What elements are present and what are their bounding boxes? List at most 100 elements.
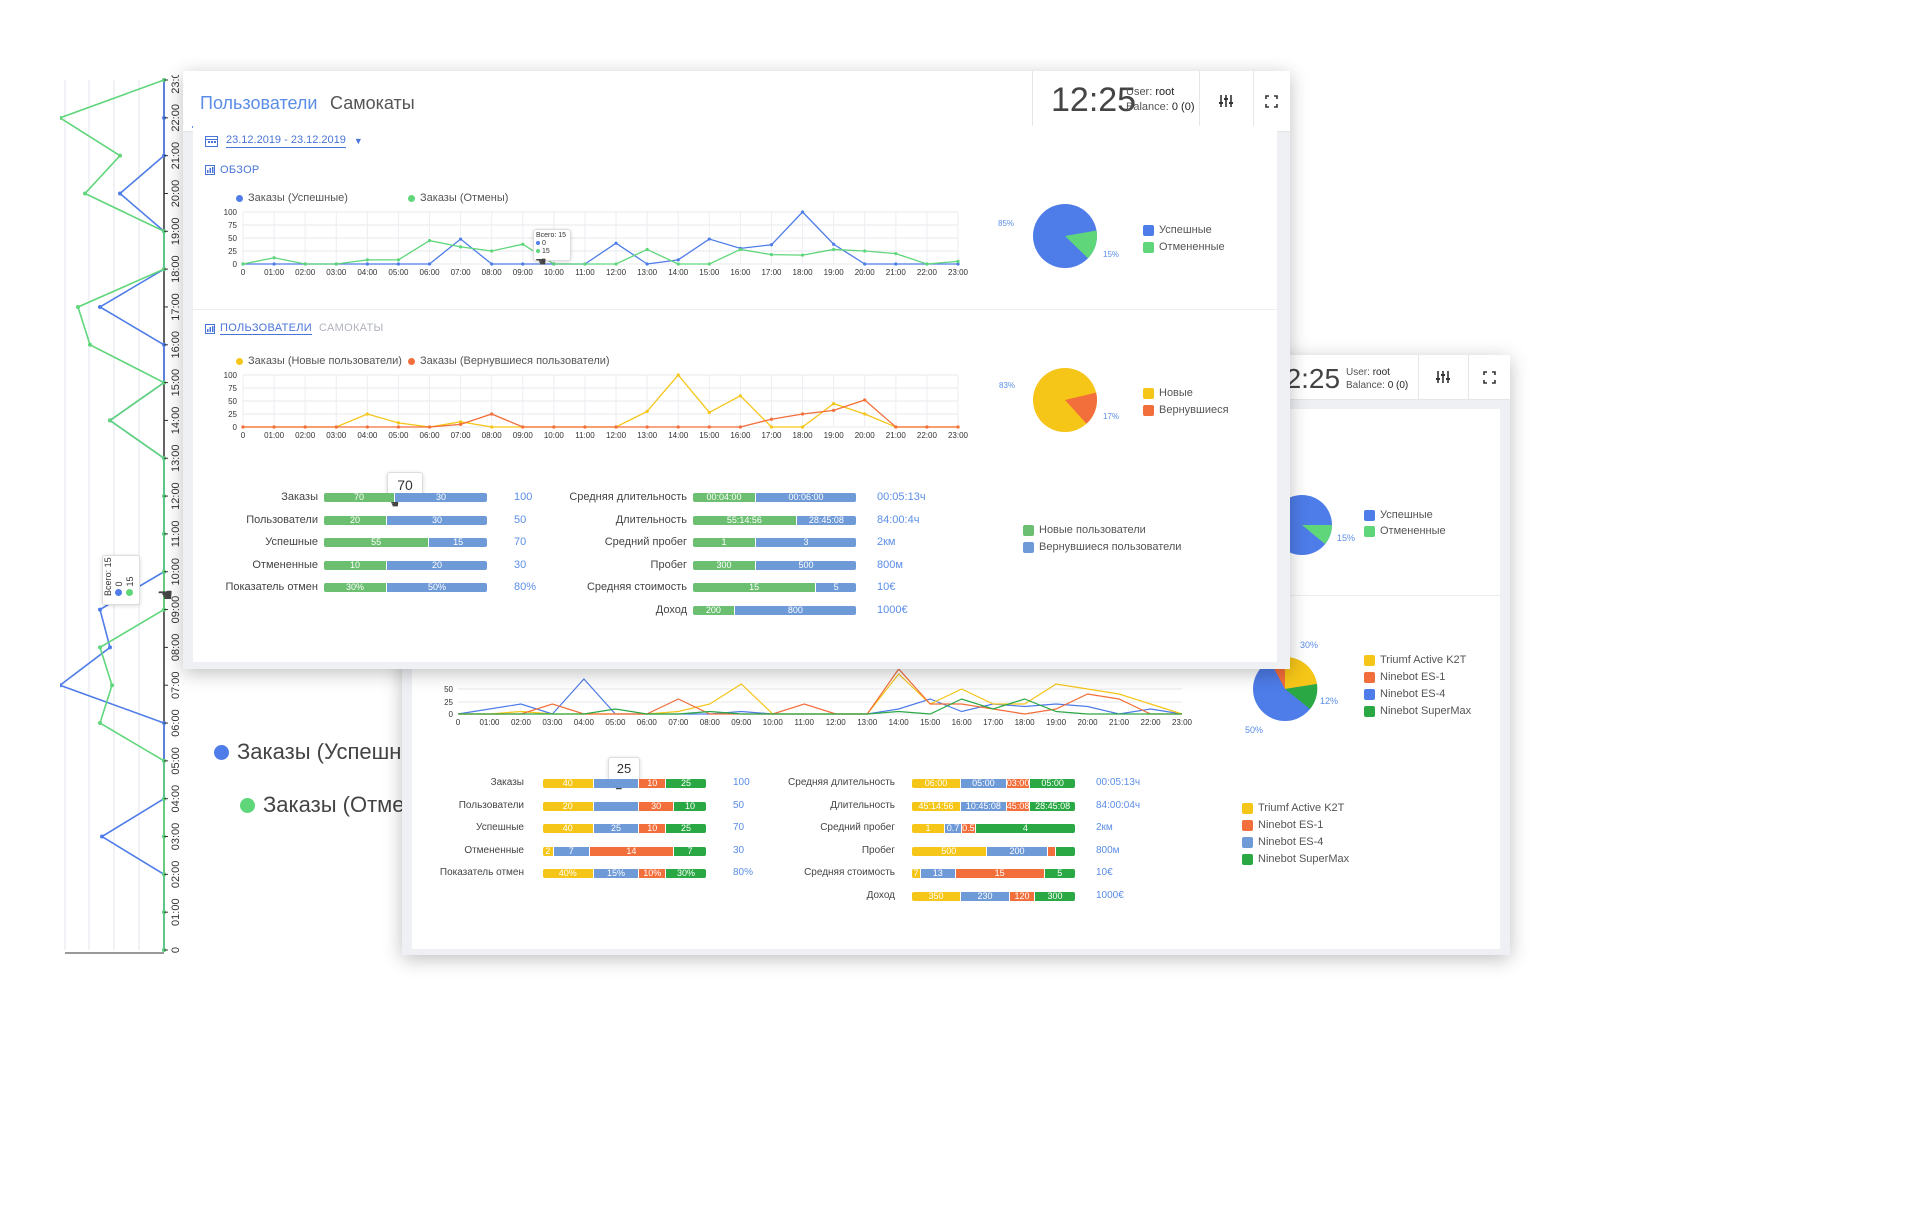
data-point [894, 252, 898, 256]
stat-bar[interactable]: 350 230 120 300 [912, 891, 1075, 901]
back-filter-icon[interactable] [1418, 355, 1468, 399]
data-point [863, 262, 867, 266]
pie-new-returned [1033, 368, 1097, 432]
x-tick-label: 01:00 [264, 268, 285, 277]
stat-bar[interactable]: 20 30 [324, 515, 487, 525]
stat-label: Средний пробег [820, 822, 895, 833]
stat-total: 84:00:4ч [877, 513, 920, 526]
stat-bar[interactable]: 40 10 25 [543, 779, 706, 788]
tab-users[interactable]: Пользователи [191, 93, 327, 128]
x-tick-label: 18:00 [1015, 718, 1036, 727]
bar-segment: 28:45:08 [1029, 801, 1075, 811]
stats-legend-returned: Вернувшиеся пользователи [1023, 541, 1181, 553]
bar-segment: 25 [592, 824, 639, 833]
x-tick-label: 0 [456, 718, 461, 727]
series-line [243, 211, 958, 265]
data-point [769, 243, 774, 247]
subtab-scooters[interactable]: САМОКАТЫ [319, 322, 384, 334]
tooltip-total: Всего: 15 [536, 232, 567, 239]
bar-segment: 15 [693, 583, 816, 592]
y-tick-label: 25 [444, 698, 453, 707]
stat-bar[interactable]: 55 15 [324, 538, 487, 547]
zoomed-chart-area: 23:00 22:00 21:00 20:00 19:00 18:00 17:00 16:00… [60, 75, 250, 955]
x-tick-label: 14:00 [889, 718, 910, 727]
data-point [552, 262, 556, 266]
stat-bar[interactable]: 40% 15% 10% 30% [543, 869, 706, 878]
x-tick-label: 23:00 [1172, 718, 1193, 727]
bar-segment: 15 [428, 538, 487, 547]
bar-segment: 20 [324, 515, 386, 525]
series-line [458, 668, 1182, 715]
data-point [118, 153, 122, 158]
bar-segment: 3 [754, 538, 856, 547]
data-point [396, 421, 401, 425]
stat-bar[interactable]: 00:04:00 00:06:00 [693, 493, 856, 502]
stat-bar[interactable]: 500 200 [912, 846, 1075, 856]
bar-segment: 5 [1043, 869, 1075, 878]
data-point [521, 242, 525, 246]
back-pie1-pct: 15% [1337, 533, 1356, 543]
stat-bar[interactable]: 30% 50% [324, 583, 487, 592]
stat-bar[interactable]: 45:14:56 10:45:08 45:08 28:45:08 [912, 801, 1075, 811]
data-point [925, 425, 929, 429]
back-fullscreen-icon[interactable] [1468, 355, 1510, 399]
bar-segment: 0.7 [944, 824, 961, 833]
filter-settings-icon[interactable] [1199, 71, 1253, 131]
data-point [396, 425, 401, 429]
stat-bar[interactable]: 300 500 [693, 560, 856, 570]
bar-segment [592, 779, 639, 788]
y-tick-label: 75 [228, 221, 237, 230]
subtab-users[interactable]: ПОЛЬЗОВАТЕЛИ [205, 322, 312, 335]
data-point [303, 262, 307, 266]
stat-label: Пользователи [246, 513, 318, 526]
stat-bar[interactable]: 15 5 [693, 583, 856, 592]
rotated-tick-label: 21:00 [170, 142, 182, 170]
x-tick-label: 23:00 [948, 268, 969, 277]
data-point [365, 425, 369, 429]
bar-segment: 30 [385, 515, 487, 525]
fullscreen-icon[interactable] [1253, 71, 1290, 131]
stat-bar[interactable]: 1 0.7 0.5 4 [912, 824, 1075, 833]
stat-bar[interactable]: 06:00 05:00 03:00 05:00 [912, 779, 1075, 788]
pie1-legend-success: Успешные [1143, 224, 1212, 236]
rotated-tick-label: 14:00 [170, 407, 182, 435]
stat-total: 30 [733, 844, 745, 856]
stat-total: 2км [877, 536, 896, 548]
rotated-tick-label: 17:00 [170, 293, 182, 321]
bar-segment: 40 [543, 824, 593, 833]
rotated-tick-label: 03:00 [170, 823, 182, 851]
back-pie1-legend-1: Отмененные [1364, 525, 1446, 537]
data-point [769, 425, 774, 429]
stat-bar[interactable]: 70 30 [324, 493, 487, 502]
date-range-picker[interactable]: 23.12.2019 - 23.12.2019 ▼ [205, 134, 363, 148]
stat-bar[interactable]: 55:14:56 28:45:08 [693, 515, 856, 525]
stat-total: 00:05:13ч [877, 491, 926, 503]
data-point [427, 425, 432, 429]
back-stats-legend-item: Ninebot ES-4 [1242, 836, 1323, 848]
data-point [583, 262, 587, 266]
pie2-legend-new: Новые [1143, 387, 1193, 399]
chart-icon [205, 323, 215, 334]
stat-bar[interactable]: 200 800 [693, 605, 856, 615]
stat-label: Средняя стоимость [804, 867, 895, 878]
tooltip-total: Всего: 15 [103, 557, 113, 596]
rotated-tick-label: 01:00 [170, 898, 182, 926]
tab-scooters[interactable]: Самокаты [330, 93, 415, 113]
stat-bar[interactable]: 7 13 15 5 [912, 869, 1075, 878]
bar-segment: 13 [920, 869, 955, 878]
stat-total: 50 [733, 799, 745, 811]
stat-bar[interactable]: 2 7 14 7 [543, 846, 706, 856]
x-tick-label: 15:00 [920, 718, 941, 727]
data-point [769, 417, 774, 421]
pie-slice [1065, 230, 1097, 259]
stat-bar[interactable]: 40 25 10 25 [543, 824, 706, 833]
stat-bar[interactable]: 10 20 [324, 560, 487, 570]
data-point [800, 210, 805, 214]
x-tick-label: 19:00 [824, 268, 845, 277]
x-tick-label: 21:00 [886, 431, 907, 440]
stat-bar[interactable]: 20 30 10 [543, 801, 706, 811]
x-tick-label: 07:00 [451, 431, 472, 440]
x-tick-label: 18:00 [793, 268, 814, 277]
y-tick-label: 50 [228, 234, 237, 243]
